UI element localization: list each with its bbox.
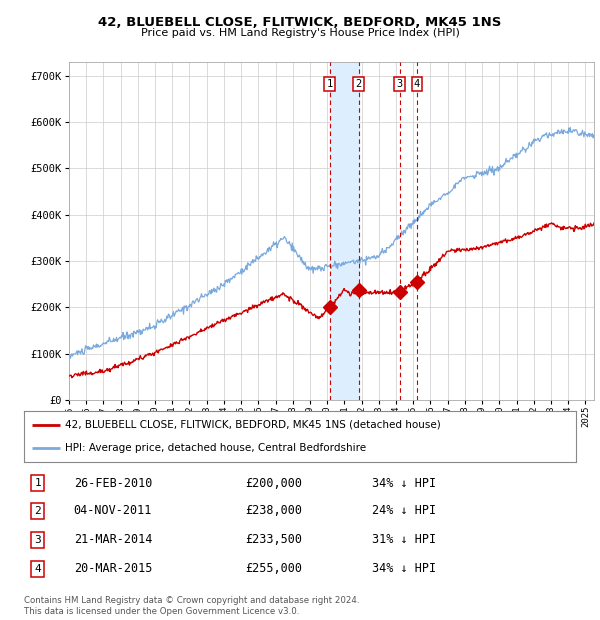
Bar <box>330 62 359 400</box>
Text: 04-NOV-2011: 04-NOV-2011 <box>74 505 152 518</box>
Text: 21-MAR-2014: 21-MAR-2014 <box>74 533 152 546</box>
Text: 2: 2 <box>34 506 41 516</box>
Text: This data is licensed under the Open Government Licence v3.0.: This data is licensed under the Open Gov… <box>24 607 299 616</box>
Text: HPI: Average price, detached house, Central Bedfordshire: HPI: Average price, detached house, Cent… <box>65 443 367 453</box>
Text: 24% ↓ HPI: 24% ↓ HPI <box>372 505 436 518</box>
Text: £200,000: £200,000 <box>245 477 302 490</box>
Text: 4: 4 <box>414 79 420 89</box>
Text: 1: 1 <box>34 478 41 488</box>
Text: £255,000: £255,000 <box>245 562 302 575</box>
Text: 42, BLUEBELL CLOSE, FLITWICK, BEDFORD, MK45 1NS: 42, BLUEBELL CLOSE, FLITWICK, BEDFORD, M… <box>98 16 502 29</box>
Text: 4: 4 <box>34 564 41 574</box>
Text: 3: 3 <box>397 79 403 89</box>
Text: 2: 2 <box>356 79 362 89</box>
Text: 3: 3 <box>34 535 41 545</box>
Text: 34% ↓ HPI: 34% ↓ HPI <box>372 562 436 575</box>
Text: Contains HM Land Registry data © Crown copyright and database right 2024.: Contains HM Land Registry data © Crown c… <box>24 596 359 604</box>
Text: 20-MAR-2015: 20-MAR-2015 <box>74 562 152 575</box>
Text: 34% ↓ HPI: 34% ↓ HPI <box>372 477 436 490</box>
Text: £238,000: £238,000 <box>245 505 302 518</box>
Text: 26-FEB-2010: 26-FEB-2010 <box>74 477 152 490</box>
Text: 31% ↓ HPI: 31% ↓ HPI <box>372 533 436 546</box>
Text: £233,500: £233,500 <box>245 533 302 546</box>
Text: 1: 1 <box>326 79 333 89</box>
Text: Price paid vs. HM Land Registry's House Price Index (HPI): Price paid vs. HM Land Registry's House … <box>140 28 460 38</box>
Text: 42, BLUEBELL CLOSE, FLITWICK, BEDFORD, MK45 1NS (detached house): 42, BLUEBELL CLOSE, FLITWICK, BEDFORD, M… <box>65 420 441 430</box>
